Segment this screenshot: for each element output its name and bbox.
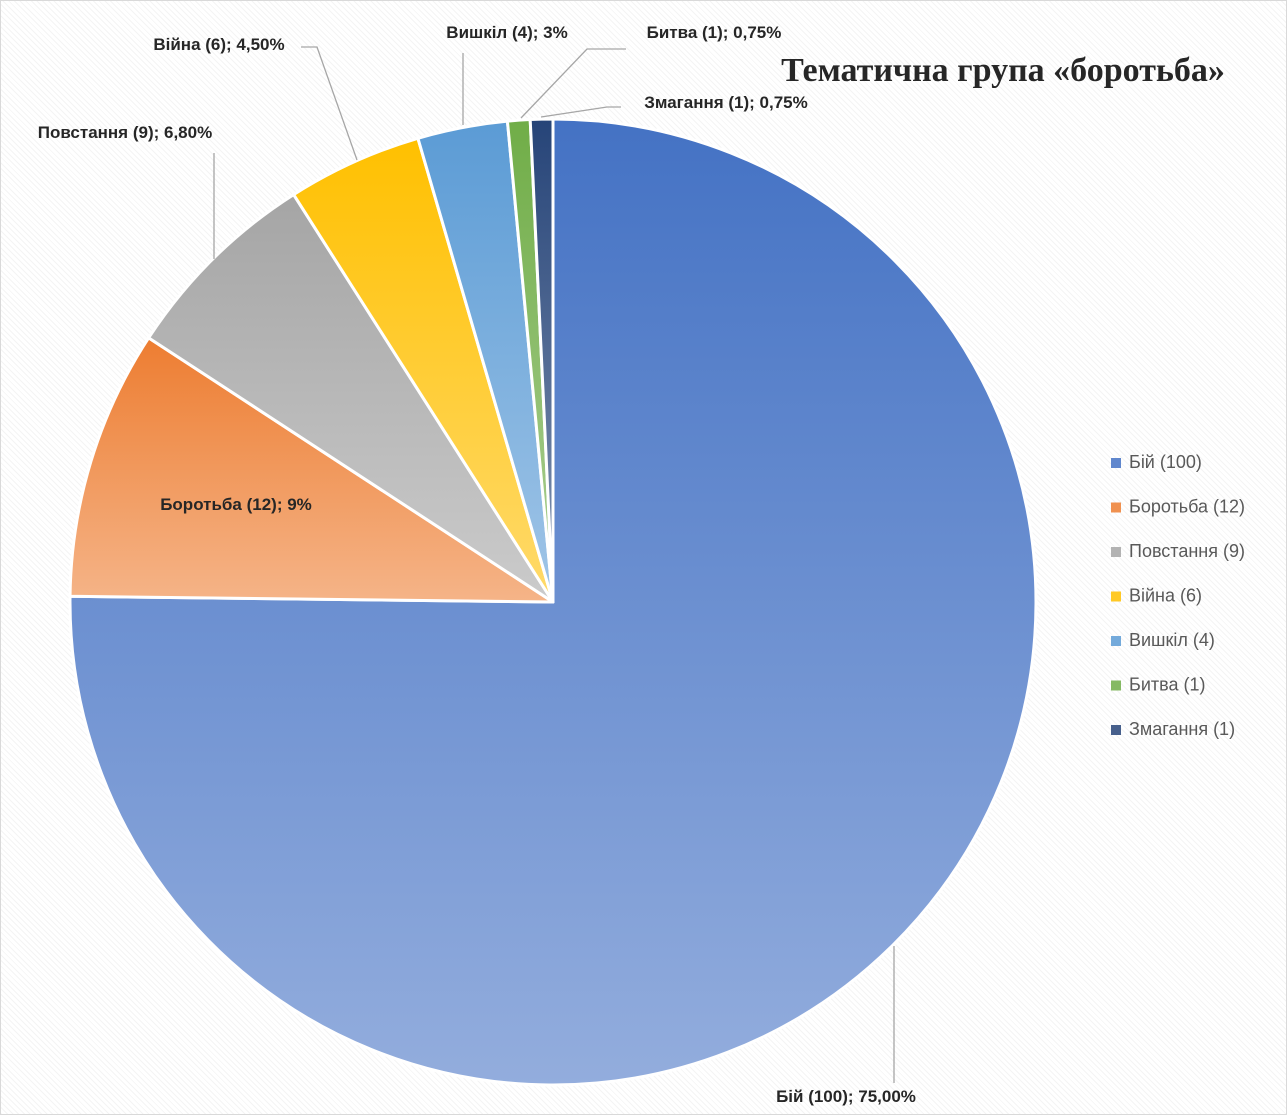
legend-label-битва: Битва (1)	[1129, 675, 1205, 695]
data-label-повстання: Повстання (9); 6,80%	[38, 123, 212, 142]
legend-swatch-війна	[1111, 591, 1121, 602]
data-label-війна: Війна (6); 4,50%	[153, 35, 284, 54]
slice-боротьба	[68, 336, 555, 604]
legend-swatch-битва	[1111, 680, 1121, 691]
legend-label-повстання: Повстання (9)	[1129, 541, 1245, 561]
legend-label-боротьба: Боротьба (12)	[1129, 497, 1245, 517]
legend-swatch-вишкіл	[1111, 636, 1121, 646]
slice-змагання	[528, 117, 555, 604]
slice-бій	[68, 117, 1038, 1087]
pie-slices	[68, 117, 1038, 1087]
legend-label-бій: Бій (100)	[1129, 452, 1202, 472]
leader-lines	[213, 46, 895, 1083]
data-label-вишкіл: Вишкіл (4); 3%	[446, 23, 567, 42]
leader-line-битва	[520, 48, 626, 119]
leader-line-війна	[301, 46, 358, 161]
chart-title: Тематична група «боротьба»	[781, 52, 1225, 89]
legend-label-війна: Війна (6)	[1129, 586, 1202, 606]
legend-label-вишкіл: Вишкіл (4)	[1129, 630, 1215, 650]
leader-line-змагання	[540, 106, 621, 118]
data-label-битва: Битва (1); 0,75%	[647, 23, 782, 42]
legend-swatch-бій	[1111, 458, 1121, 468]
data-label-змагання: Змагання (1); 0,75%	[644, 93, 808, 112]
legend-swatch-змагання	[1111, 725, 1121, 735]
legend: Бій (100) Боротьба (12) Повстання (9) Війна…	[1111, 452, 1245, 739]
legend-swatch-боротьба	[1111, 502, 1121, 513]
data-label-боротьба: Боротьба (12); 9%	[160, 495, 312, 514]
data-label-бій: Бій (100); 75,00%	[776, 1087, 916, 1106]
legend-label-змагання: Змагання (1)	[1129, 719, 1235, 739]
legend-swatch-повстання	[1111, 547, 1121, 557]
data-labels: Бій (100); 75,00% Боротьба (12); 9% Повста…	[38, 23, 916, 1106]
